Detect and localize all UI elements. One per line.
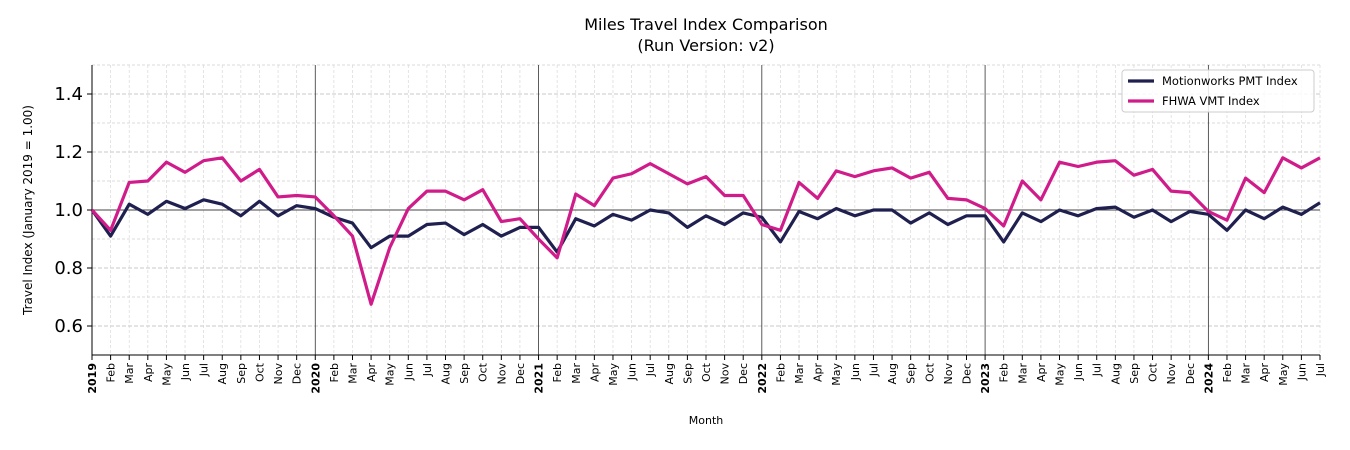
x-tick-label: 2023 xyxy=(979,363,992,394)
x-tick-label: Jun xyxy=(179,363,192,381)
x-tick-label: Dec xyxy=(737,363,750,384)
x-tick-label: May xyxy=(607,363,620,386)
x-tick-label: Dec xyxy=(514,363,527,384)
x-tick-label: Jul xyxy=(1091,363,1104,377)
x-tick-label: Dec xyxy=(1184,363,1197,384)
x-tick-label: Aug xyxy=(663,363,676,384)
x-tick-label: Apr xyxy=(1035,363,1048,383)
chart-subtitle: (Run Version: v2) xyxy=(637,36,774,55)
y-axis-label: Travel Index (January 2019 = 1.00) xyxy=(21,105,35,316)
x-tick-label: Oct xyxy=(253,362,266,382)
x-tick-label: 2019 xyxy=(86,363,99,394)
x-tick-label: Feb xyxy=(1221,363,1234,382)
legend-label: Motionworks PMT Index xyxy=(1162,74,1298,88)
x-tick-label: 2024 xyxy=(1202,363,1215,394)
x-tick-label: Jun xyxy=(402,363,415,381)
series-line xyxy=(90,156,1321,306)
x-tick-label: May xyxy=(1054,363,1067,386)
x-tick-label: Jul xyxy=(421,363,434,377)
x-tick-label: Mar xyxy=(346,363,359,384)
x-tick-label: Mar xyxy=(123,363,136,384)
y-tick-label: 0.8 xyxy=(54,258,83,279)
x-tick-label: Jul xyxy=(1314,363,1327,377)
x-tick-label: Oct xyxy=(1147,362,1160,382)
x-tick-label: Nov xyxy=(1165,363,1178,385)
x-tick-label: Nov xyxy=(272,363,285,385)
x-tick-label: 2022 xyxy=(756,363,769,394)
y-tick-label: 1.0 xyxy=(54,200,83,221)
x-tick-label: Mar xyxy=(1016,363,1029,384)
x-tick-label: Feb xyxy=(551,363,564,382)
series-line xyxy=(90,198,1321,254)
x-tick-label: Apr xyxy=(588,363,601,383)
x-tick-label: Sep xyxy=(458,363,471,384)
legend-label: FHWA VMT Index xyxy=(1162,94,1260,108)
y-tick-label: 1.4 xyxy=(54,84,83,105)
x-tick-label: Sep xyxy=(905,363,918,384)
x-tick-label: Nov xyxy=(942,363,955,385)
x-tick-label: Nov xyxy=(495,363,508,385)
x-tick-label: Nov xyxy=(719,363,732,385)
x-tick-label: Feb xyxy=(998,363,1011,382)
x-tick-label: Apr xyxy=(812,363,825,383)
x-tick-label: May xyxy=(1277,363,1290,386)
x-tick-label: Jul xyxy=(198,363,211,377)
x-tick-label: Dec xyxy=(960,363,973,384)
x-tick-label: Mar xyxy=(570,363,583,384)
x-tick-label: Aug xyxy=(440,363,453,384)
x-tick-label: Mar xyxy=(793,363,806,384)
x-tick-label: Apr xyxy=(142,363,155,383)
x-tick-label: Apr xyxy=(365,363,378,383)
x-tick-label: May xyxy=(384,363,397,386)
x-axis-label: Month xyxy=(689,414,724,427)
x-tick-label: Aug xyxy=(216,363,229,384)
x-tick-label: Aug xyxy=(1109,363,1122,384)
x-tick-label: 2021 xyxy=(533,363,546,394)
x-tick-label: Jul xyxy=(867,363,880,377)
x-tick-label: Dec xyxy=(291,363,304,384)
x-tick-label: Apr xyxy=(1258,363,1271,383)
x-tick-label: Oct xyxy=(923,362,936,382)
x-tick-label: 2020 xyxy=(309,363,322,394)
x-tick-label: Jun xyxy=(626,363,639,381)
x-tick-label: Sep xyxy=(681,363,694,384)
x-tick-label: Jun xyxy=(849,363,862,381)
x-tick-label: Mar xyxy=(1240,363,1253,384)
x-tick-label: Feb xyxy=(105,363,118,382)
x-tick-label: May xyxy=(160,363,173,386)
x-tick-label: Jul xyxy=(644,363,657,377)
chart-title: Miles Travel Index Comparison xyxy=(584,15,828,34)
x-tick-label: Feb xyxy=(774,363,787,382)
x-tick-label: Aug xyxy=(886,363,899,384)
x-tick-label: May xyxy=(830,363,843,386)
x-tick-label: Sep xyxy=(235,363,248,384)
x-tick-label: Jun xyxy=(1295,363,1308,381)
x-tick-label: Oct xyxy=(700,362,713,382)
x-tick-label: Oct xyxy=(477,362,490,382)
y-tick-label: 1.2 xyxy=(54,142,83,163)
x-tick-label: Jun xyxy=(1072,363,1085,381)
y-tick-label: 0.6 xyxy=(54,316,83,337)
x-tick-label: Sep xyxy=(1128,363,1141,384)
legend-box xyxy=(1121,69,1315,113)
x-tick-label: Feb xyxy=(328,363,341,382)
